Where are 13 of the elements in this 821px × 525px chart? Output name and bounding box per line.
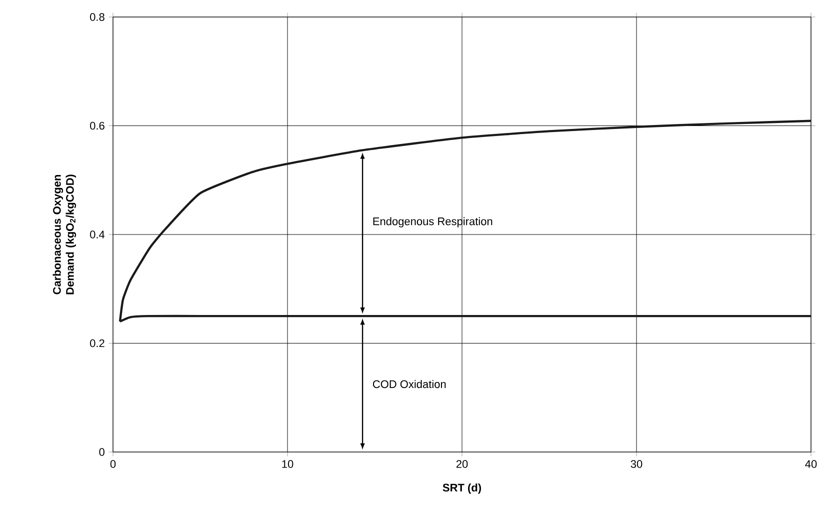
x-tick-label: 10: [282, 460, 294, 468]
x-tick-label: 20: [456, 460, 468, 468]
x-axis-title: SRT (d): [442, 483, 481, 494]
annotation: Endogenous Respiration: [373, 217, 492, 228]
x-tick-label: 30: [630, 460, 642, 468]
y-tick-label: 0: [99, 448, 104, 456]
annotation: COD Oxidation: [372, 380, 446, 388]
y-tick-label: 0.4: [90, 230, 105, 238]
x-tick-label: 0: [110, 460, 116, 468]
y-tick-label: 0.8: [90, 13, 104, 21]
y-tick-label: 0.2: [90, 339, 104, 348]
x-tick-label: 40: [805, 460, 817, 468]
y-tick-label: 0.6: [90, 122, 104, 130]
